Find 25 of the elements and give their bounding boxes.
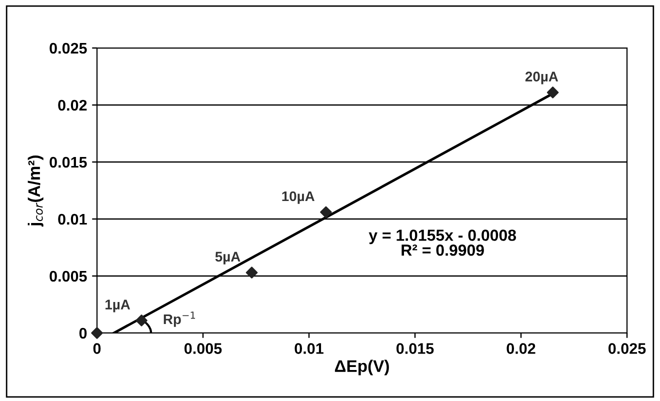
- y-tick-label: 0.01: [58, 214, 87, 225]
- x-tick-label: 0.015: [396, 343, 434, 354]
- point: [91, 327, 103, 339]
- annotation: 1µA: [106, 300, 130, 312]
- y-axis-title: j$_{cor}$(A/m²): [28, 156, 44, 227]
- annotation: 20µA: [525, 72, 558, 84]
- y-tick-label: 0.02: [58, 100, 87, 111]
- annotation: 10µA: [282, 191, 314, 204]
- annotation: 5µA: [215, 252, 240, 264]
- annotation: y = 1.0155x - 0.0008 R² = 0.9909: [368, 230, 516, 256]
- y-tick-label: 0.025: [50, 42, 87, 54]
- point: [246, 266, 258, 278]
- x-axis-title: ΔEp(V): [334, 360, 389, 376]
- x-tick-label: 0.01: [294, 343, 324, 354]
- annotation: Rp$^{−1}$: [164, 312, 196, 327]
- x-tick-label: 0.025: [608, 343, 646, 354]
- y-tick-label: 0: [79, 328, 87, 339]
- x-tick-label: 0: [93, 343, 101, 354]
- x-tick-label: 0.005: [184, 343, 222, 354]
- y-tick-label: 0.005: [50, 270, 87, 282]
- point: [546, 86, 559, 98]
- point: [320, 206, 332, 218]
- x-tick-label: 0.02: [506, 343, 536, 354]
- y-tick-label: 0.015: [50, 156, 87, 168]
- point: [136, 314, 148, 326]
